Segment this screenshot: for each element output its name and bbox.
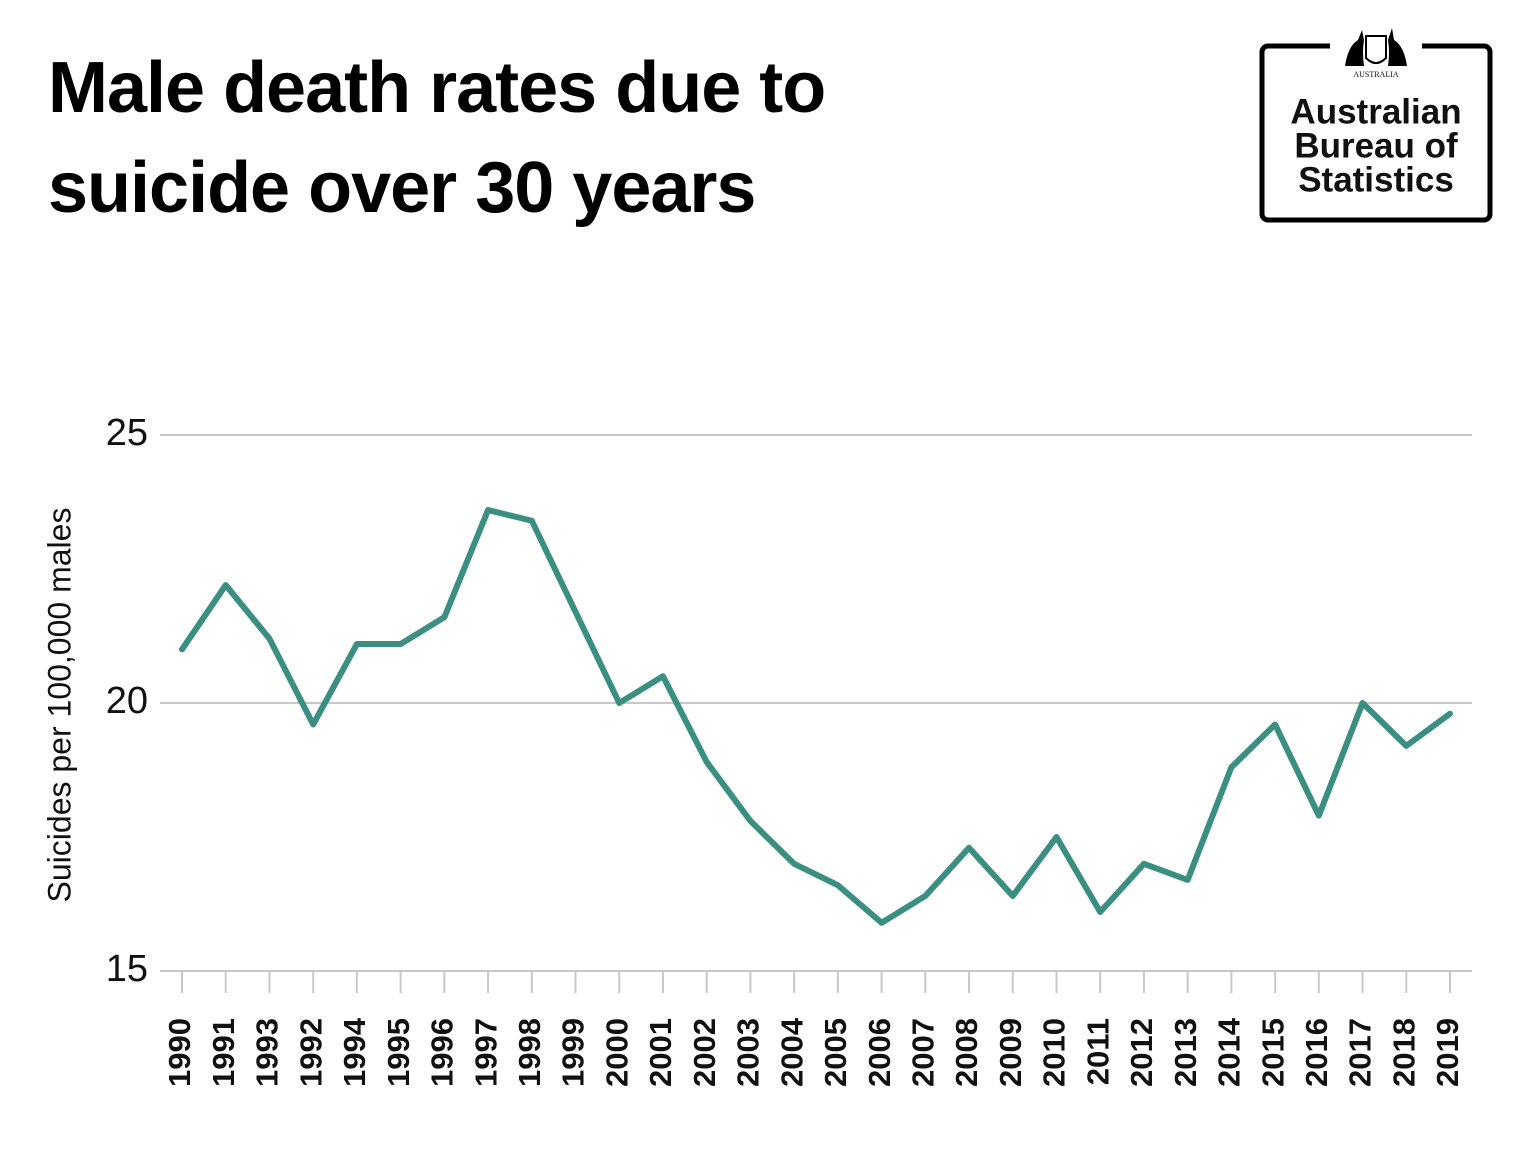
x-tick-label: 1994	[337, 1017, 372, 1087]
x-tick-label: 2005	[818, 1018, 853, 1087]
x-tick-label: 2010	[1037, 1018, 1072, 1087]
x-tick-label: 2011	[1080, 1018, 1115, 1085]
x-tick-label: 2006	[862, 1018, 897, 1087]
x-tick-label: 2009	[993, 1018, 1028, 1087]
x-tick-label: 1993	[250, 1018, 285, 1087]
x-tick-label: 2007	[905, 1018, 940, 1087]
x-tick-label: 2017	[1343, 1018, 1378, 1087]
x-tick-label: 2016	[1299, 1018, 1334, 1087]
logo-text: Australian	[1290, 92, 1461, 131]
x-tick-label: 2015	[1255, 1018, 1290, 1087]
x-tick-label: 2004	[774, 1017, 809, 1087]
x-tick-label: 2008	[949, 1018, 984, 1087]
line	[179, 507, 1453, 926]
crest-text: AUSTRALIA	[1353, 70, 1399, 79]
x-tick-label: 1996	[425, 1018, 460, 1087]
chart-title: Male death rates due to suicide over 30 …	[48, 48, 826, 228]
crest-shield	[1365, 35, 1387, 64]
x-tick-label: 2002	[687, 1018, 722, 1087]
y-axis-label: Suicides per 100,000 males	[41, 508, 77, 903]
x-tick-label: 2012	[1124, 1018, 1159, 1087]
y-tick-label: 20	[106, 680, 148, 722]
x-tick-label: 1999	[556, 1018, 591, 1087]
y-tick-label: 25	[106, 412, 148, 454]
x-tick-label: 1991	[206, 1018, 241, 1087]
x-tick-label: 1995	[381, 1018, 416, 1087]
x-tick-label: 2000	[599, 1018, 634, 1087]
x-tick-label: 2019	[1430, 1018, 1465, 1087]
x-tick-label: 2014	[1212, 1017, 1247, 1087]
logo-text: Statistics	[1298, 160, 1454, 199]
logo-text: Bureau of	[1294, 126, 1458, 165]
x-tick-label: 2013	[1168, 1018, 1203, 1087]
x-tick-label: 2001	[643, 1018, 678, 1087]
y-tick-label: 15	[106, 948, 148, 990]
x-tick-label: 1998	[512, 1018, 547, 1087]
x-tick-label: 1990	[162, 1018, 197, 1087]
crest-kangaroo	[1345, 30, 1364, 66]
crest-emu	[1388, 28, 1407, 66]
x-tick-label: 1992	[293, 1018, 328, 1087]
x-tick-label: 1997	[468, 1018, 503, 1087]
x-tick-label: 2003	[731, 1018, 766, 1087]
x-tick-label: 2018	[1386, 1018, 1421, 1087]
logo: AUSTRALIA	[1259, 28, 1493, 223]
